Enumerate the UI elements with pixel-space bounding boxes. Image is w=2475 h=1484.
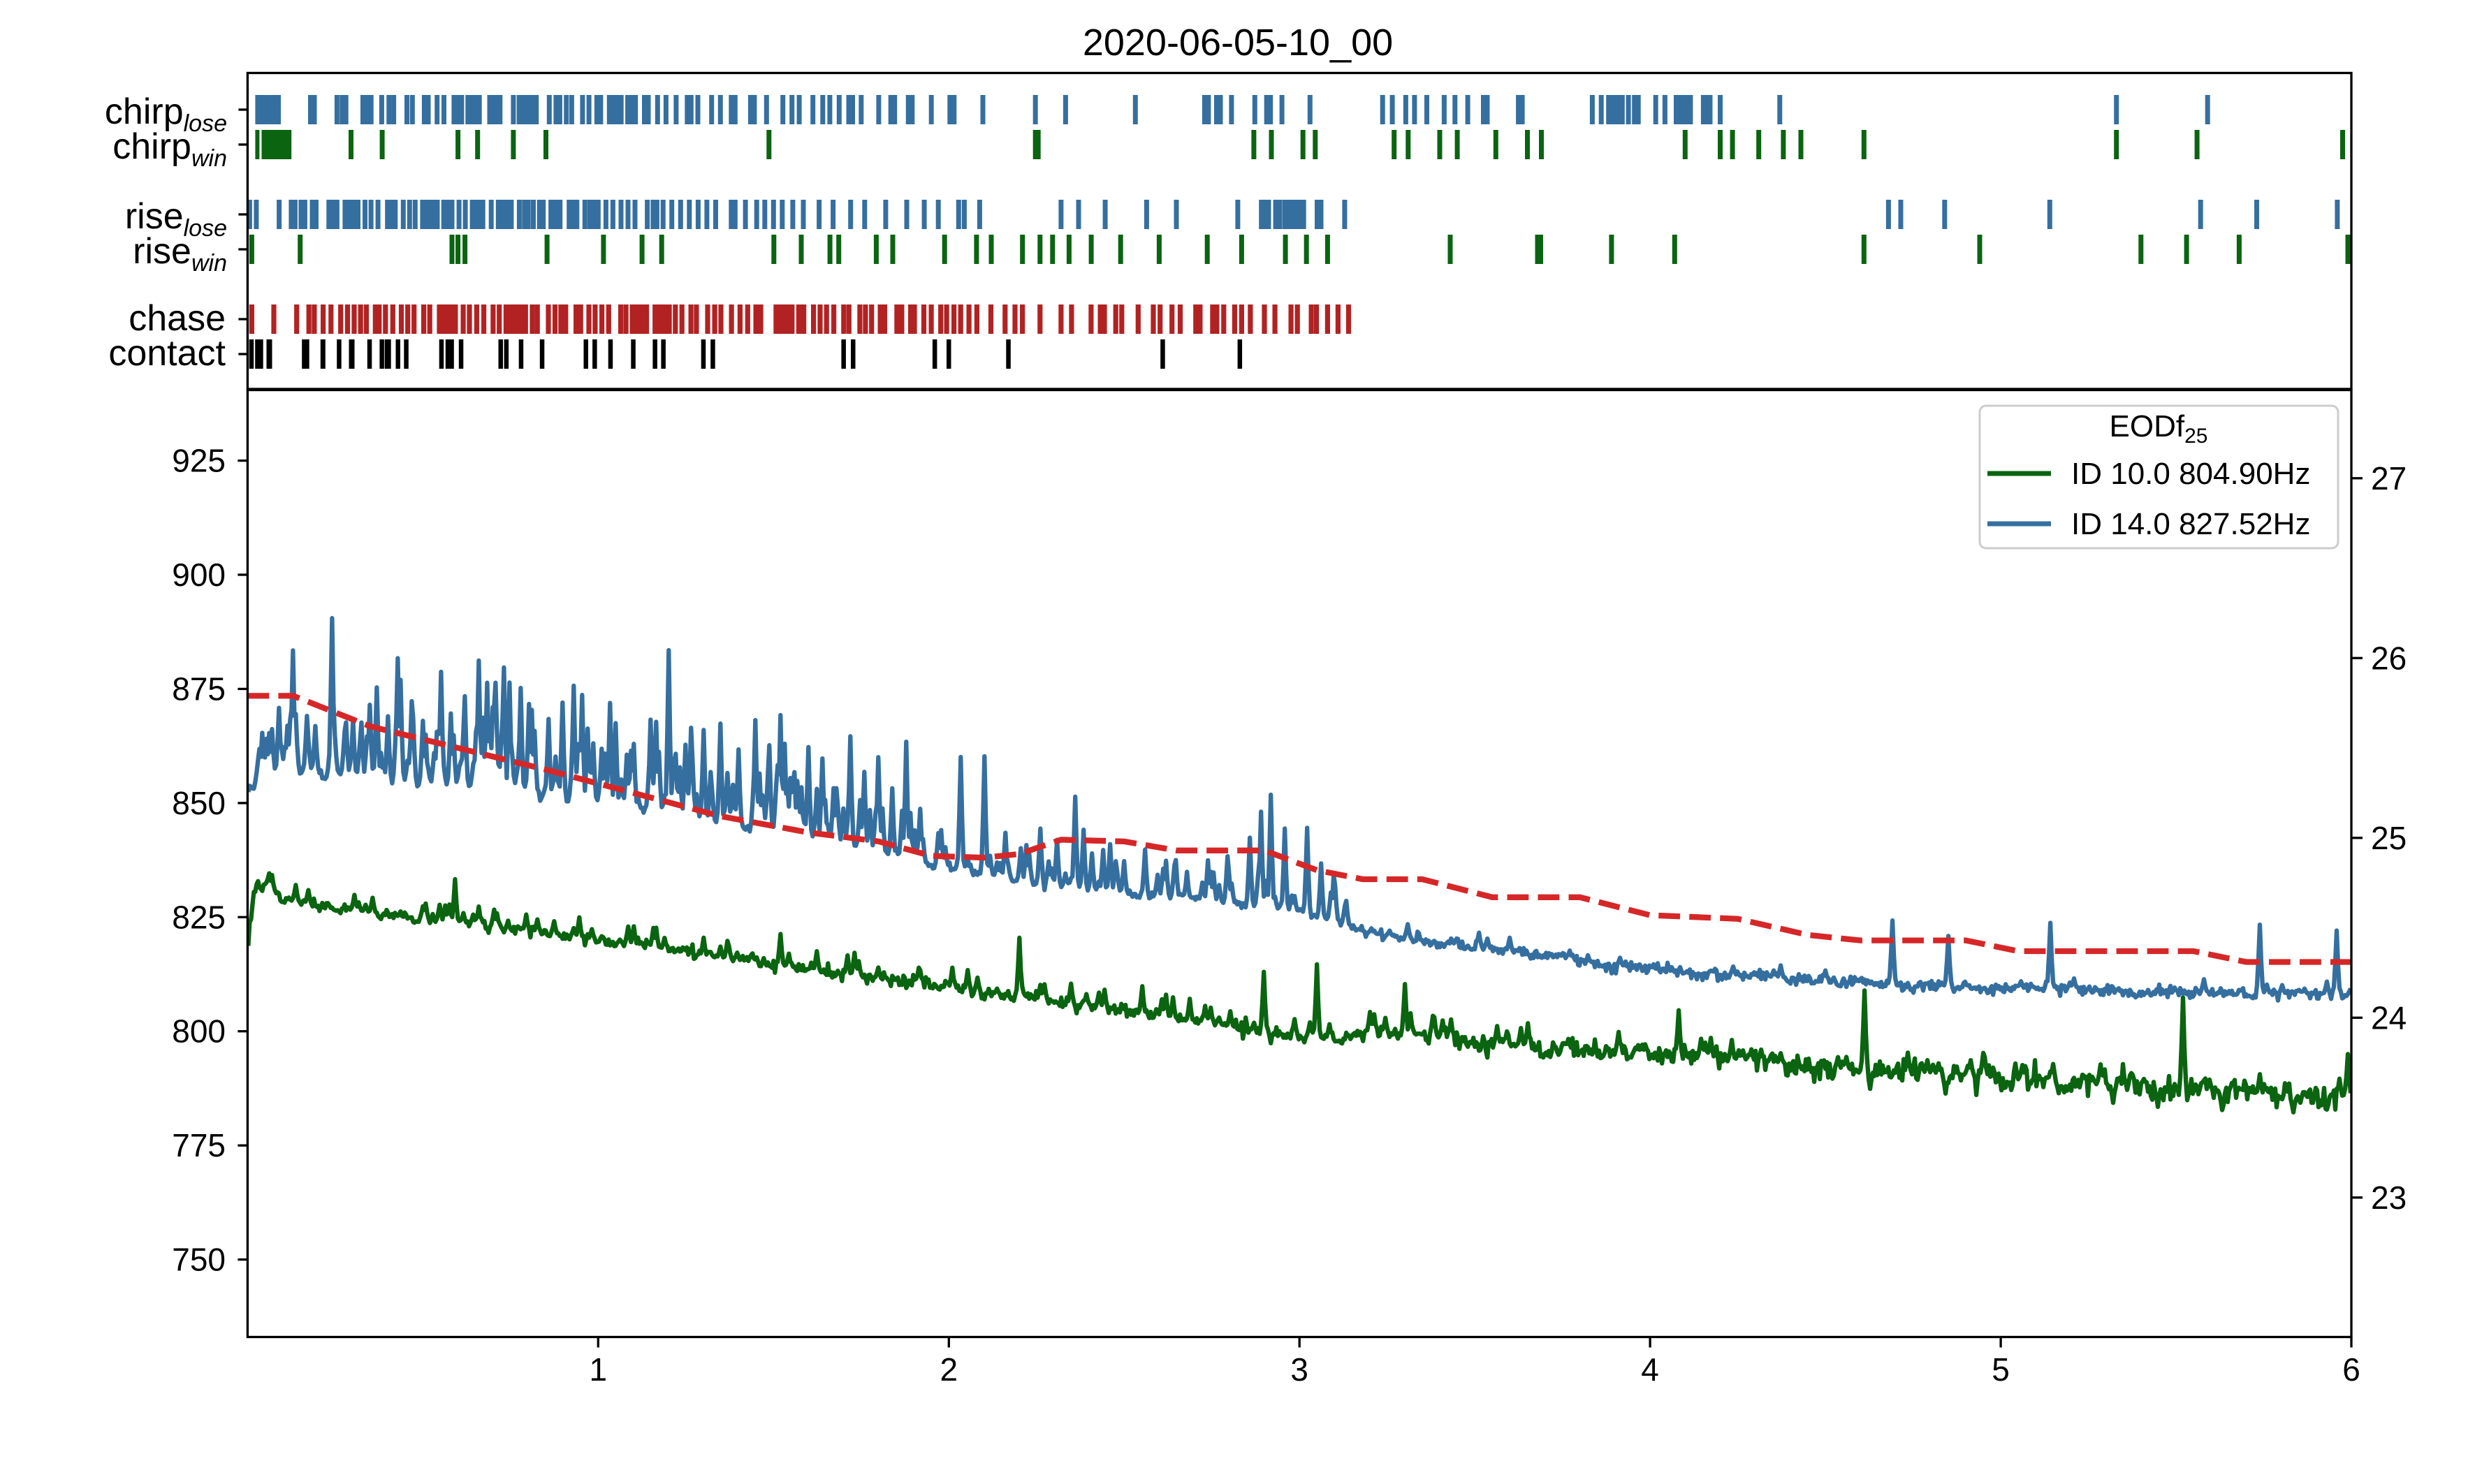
svg-text:24: 24 (2371, 999, 2407, 1036)
svg-text:25: 25 (2371, 820, 2407, 856)
svg-text:chase: chase (129, 298, 226, 339)
svg-text:825: 825 (172, 899, 226, 935)
svg-text:6: 6 (2342, 1351, 2360, 1388)
svg-text:26: 26 (2371, 640, 2407, 676)
svg-text:2: 2 (940, 1351, 958, 1388)
svg-text:900: 900 (172, 557, 226, 593)
svg-text:ID 10.0 804.90Hz: ID 10.0 804.90Hz (2071, 457, 2310, 491)
svg-text:875: 875 (172, 671, 226, 707)
svg-text:5: 5 (1992, 1351, 2010, 1388)
svg-text:925: 925 (172, 443, 226, 479)
svg-text:4: 4 (1641, 1351, 1659, 1388)
svg-text:3: 3 (1290, 1351, 1308, 1388)
svg-text:1: 1 (590, 1351, 608, 1388)
svg-text:775: 775 (172, 1127, 226, 1163)
svg-text:27: 27 (2371, 460, 2407, 497)
svg-text:contact: contact (108, 333, 226, 374)
svg-text:850: 850 (172, 785, 226, 821)
svg-text:750: 750 (172, 1242, 226, 1278)
svg-text:2020-06-05-10_00: 2020-06-05-10_00 (1083, 22, 1393, 64)
svg-text:23: 23 (2371, 1180, 2407, 1216)
svg-text:800: 800 (172, 1013, 226, 1050)
svg-text:ID 14.0 827.52Hz: ID 14.0 827.52Hz (2071, 507, 2310, 541)
